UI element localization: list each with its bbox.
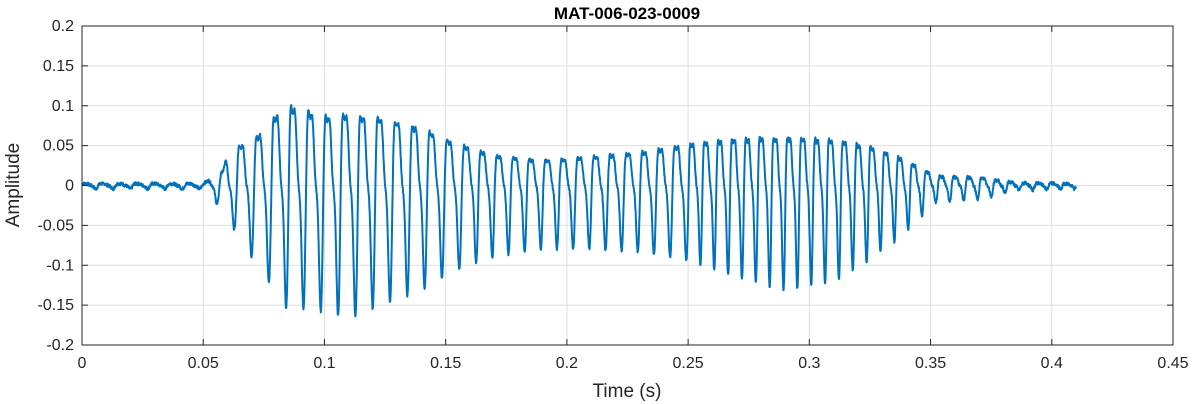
x-tick-label: 0.25 [673, 355, 704, 372]
waveform-line [81, 104, 1077, 318]
x-tick-label: 0.05 [188, 355, 219, 372]
y-tick-label: -0.15 [38, 297, 75, 314]
y-tick-label: 0 [65, 178, 74, 195]
y-tick-label: 0.2 [52, 18, 74, 35]
y-tick-label: -0.05 [38, 217, 75, 234]
x-tick-label: 0.45 [1157, 355, 1188, 372]
y-tick-label: 0.05 [43, 138, 74, 155]
y-tick-label: -0.1 [46, 257, 74, 274]
x-tick-label: 0.15 [430, 355, 461, 372]
x-tick-label: 0.1 [313, 355, 335, 372]
y-axis-label: Amplitude [3, 143, 24, 228]
x-tick-label: 0.4 [1041, 355, 1063, 372]
y-axis-ticks: 0.2 0.15 0.1 0.05 0 -0.05 -0.1 -0.15 -0.2 [38, 18, 1173, 354]
x-tick-label: 0.3 [798, 355, 820, 372]
x-axis-label: Time (s) [593, 381, 662, 402]
x-tick-label: 0 [78, 355, 87, 372]
y-tick-label: 0.1 [52, 98, 74, 115]
x-tick-label: 0.2 [556, 355, 578, 372]
x-tick-label: 0.35 [915, 355, 946, 372]
chart-title: MAT-006-023-0009 [554, 4, 700, 23]
x-axis-ticks: 0 0.05 0.1 0.15 0.2 0.25 0.3 0.35 0.4 0.45 [78, 26, 1189, 372]
y-tick-label: 0.15 [43, 58, 74, 75]
y-tick-label: -0.2 [46, 337, 74, 354]
